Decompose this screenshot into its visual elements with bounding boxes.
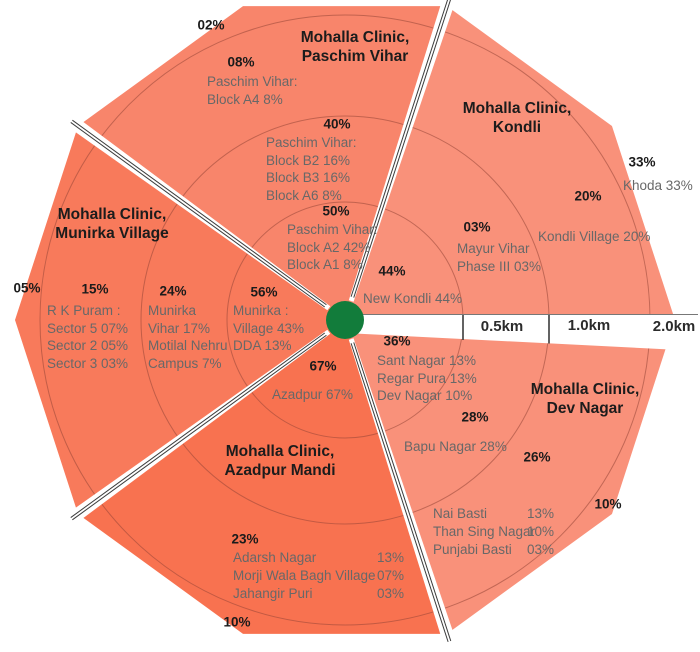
sector-divider-line [70,122,326,308]
clinic-center-marker [326,301,364,339]
wedge-dev-nagar [345,320,675,634]
sector-divider-line [353,342,452,642]
sector-divider-line [353,0,451,298]
wedge-azadpur-mandi [78,320,447,634]
sector-divider-line [72,334,327,521]
sector-divider-line [350,0,449,297]
sector-divider-line [72,119,327,306]
wedge-paschim-vihar [78,6,447,321]
sector-divider-line [70,332,326,518]
wedge-kondli [345,6,675,321]
sector-divider-line [350,343,449,643]
wedge-munirka-village [15,126,345,514]
scale-band [345,314,700,351]
